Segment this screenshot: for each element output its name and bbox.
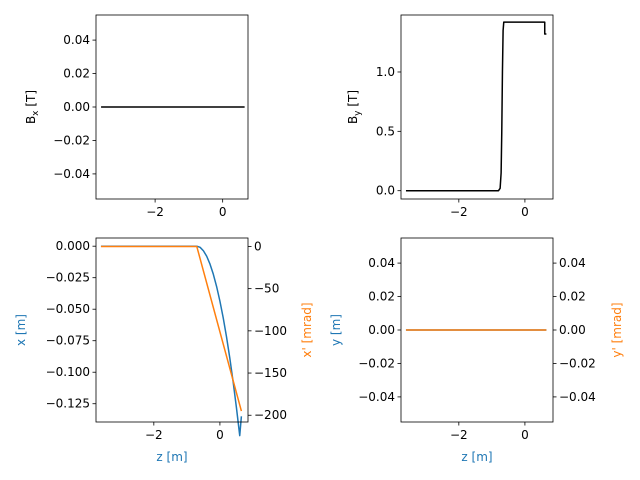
series-line-by-0 [405, 21, 547, 192]
x-tick-label-by: −2 [450, 205, 468, 219]
y-right-tick-label-x: −150 [254, 366, 287, 380]
x-axis-label-y: z [m] [461, 450, 492, 464]
y-right-tick-label-y: −0.04 [559, 390, 596, 404]
y-tick-label-y: 0.02 [368, 290, 395, 304]
chart-x: −2 0 0.000 −0.025 −0.050 −0.075 −0.100 −0.125 0 −… [14, 237, 314, 464]
y-right-tick-label-x: −100 [254, 324, 287, 338]
plot-frame-by [400, 14, 554, 200]
chart-bx: −2 0 −0.04 −0.02 0.00 0.02 0.04 Bx [T] [24, 14, 249, 219]
y-tick-label-x: −0.100 [46, 365, 90, 379]
y-tick-label-bx: −0.04 [53, 167, 90, 181]
x-tick-label-x: −2 [145, 428, 163, 442]
chart-y: −2 0 −0.04 −0.02 0.00 0.02 0.04 −0.04 −0.02 0.00 0… [329, 237, 624, 464]
y-right-axis-label-y: y' [mrad] [610, 302, 624, 357]
series-line-x-1 [100, 245, 243, 412]
y-tick-label-by: 0.0 [376, 184, 395, 198]
plot-frame-x [95, 237, 249, 423]
x-tick-label-bx: −2 [146, 205, 164, 219]
y-tick-label-y: −0.04 [358, 390, 395, 404]
y-axis-label-main: B [24, 116, 38, 124]
y-tick-label-x: −0.075 [46, 334, 90, 348]
y-tick-label-x: 0.000 [56, 239, 90, 253]
y-axis-label-unit: [T] [346, 90, 360, 111]
y-axis-label-main: B [346, 116, 360, 124]
y-tick-label-by: 0.5 [376, 124, 395, 138]
y-right-axis-label-x: x' [mrad] [300, 302, 314, 357]
y-axis-label-x: x [m] [14, 314, 28, 346]
y-axis-label-unit: [T] [24, 90, 38, 111]
y-tick-label-bx: −0.02 [53, 133, 90, 147]
y-tick-label-bx: 0.00 [63, 100, 90, 114]
y-tick-label-x: −0.125 [46, 397, 90, 411]
y-axis-label-by: By [T] [346, 90, 363, 124]
y-tick-label-y: −0.02 [358, 356, 395, 370]
y-tick-label-bx: 0.04 [63, 33, 90, 47]
y-axis-label-sub: x [31, 110, 41, 116]
x-tick-label-by: 0 [521, 205, 529, 219]
chart-by: −2 0 0.0 0.5 1.0 By [T] [346, 14, 554, 219]
series-line-x-0 [100, 245, 243, 437]
y-right-tick-label-y: 0.00 [559, 323, 586, 337]
y-tick-label-by: 1.0 [376, 65, 395, 79]
x-tick-label-x: 0 [216, 428, 224, 442]
x-tick-label-y: −2 [450, 428, 468, 442]
y-right-tick-label-y: 0.04 [559, 256, 586, 270]
y-tick-label-y: 0.04 [368, 256, 395, 270]
y-tick-label-x: −0.050 [46, 302, 90, 316]
y-right-tick-label-y: −0.02 [559, 356, 596, 370]
x-tick-label-bx: 0 [219, 205, 227, 219]
y-tick-label-bx: 0.02 [63, 67, 90, 81]
x-tick-label-y: 0 [521, 428, 529, 442]
y-right-tick-label-x: −50 [254, 282, 279, 296]
y-right-tick-label-y: 0.02 [559, 290, 586, 304]
y-axis-label-bx: Bx [T] [24, 90, 41, 124]
y-axis-label-y: y [m] [329, 314, 343, 346]
y-right-tick-label-x: −200 [254, 408, 287, 422]
y-tick-label-y: 0.00 [368, 323, 395, 337]
y-axis-label-sub: y [353, 110, 363, 116]
x-axis-label-x: z [m] [156, 450, 187, 464]
y-right-tick-label-x: 0 [254, 239, 262, 253]
y-tick-label-x: −0.025 [46, 271, 90, 285]
